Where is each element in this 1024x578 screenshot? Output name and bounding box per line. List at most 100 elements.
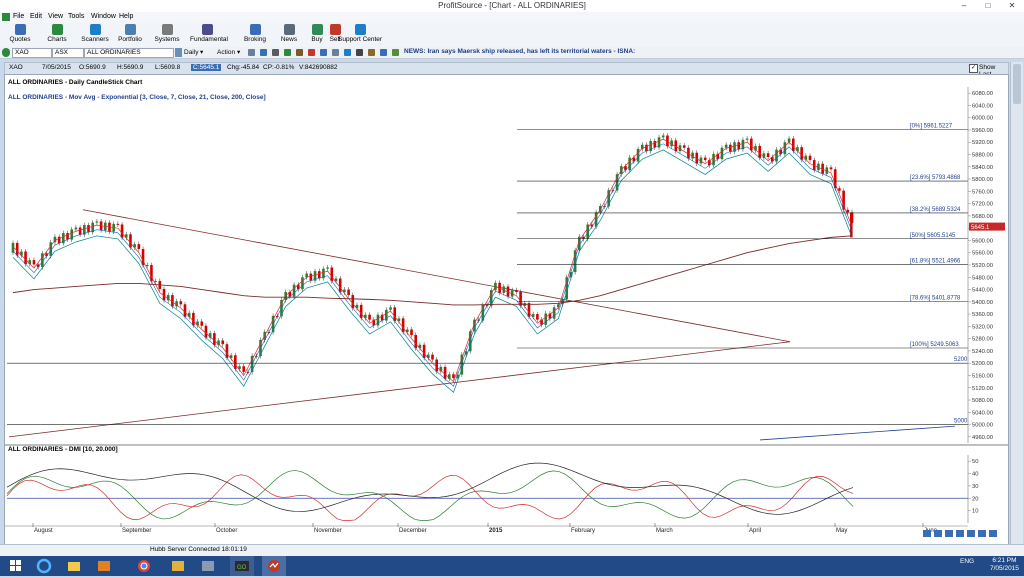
toolbar-systems-button[interactable]: Systems	[150, 24, 184, 46]
secbar-tool-icon-11[interactable]	[380, 49, 387, 56]
candle-body	[24, 251, 27, 265]
toolbar-scanners-button[interactable]: Scanners	[78, 24, 112, 46]
toolbar-support-center-button[interactable]: Support Center	[338, 24, 382, 46]
menu-window[interactable]: Window	[91, 13, 116, 20]
toolbar-portfolio-button[interactable]: Portfolio	[113, 24, 147, 46]
candle-body	[540, 319, 543, 325]
candle-body	[716, 153, 720, 160]
info-high: H:5690.9	[117, 64, 144, 71]
maximize-icon[interactable]: □	[985, 1, 991, 10]
candle-body	[116, 223, 120, 225]
candle-body	[439, 366, 443, 372]
secbar-tool-icon-3[interactable]	[284, 49, 291, 56]
language-indicator[interactable]: ENG	[960, 558, 975, 565]
month-label: February	[571, 528, 595, 534]
fib-level-label: [61.8%] 5521.4966	[910, 259, 961, 265]
candlestick-chart[interactable]: ALL ORDINARIES - Daily CandleStick Chart…	[5, 75, 1008, 545]
system-clock[interactable]: 6:21 PM 7/05/2015	[990, 557, 1019, 572]
close-icon[interactable]: ✕	[1008, 1, 1016, 10]
dmi-plus-line	[6, 470, 854, 521]
show-last-checkbox[interactable]: ✓	[969, 64, 978, 73]
candle-body	[162, 288, 166, 301]
info-open: O:5690.9	[79, 64, 106, 71]
secbar-tool-icon-10[interactable]	[368, 49, 375, 56]
toolbar-quotes-button[interactable]: Quotes	[3, 24, 37, 46]
secbar-tool-icon-7[interactable]	[332, 49, 339, 56]
media-icon[interactable]	[94, 556, 114, 576]
ie-icon[interactable]	[34, 556, 54, 576]
secbar-tool-icon-0[interactable]	[248, 49, 255, 56]
ema-7-line	[12, 143, 853, 387]
candle-body	[129, 234, 132, 248]
chart-app-taskbar-icon[interactable]	[262, 556, 286, 576]
menu-edit[interactable]: Edit	[30, 13, 43, 20]
app-icon-2[interactable]	[198, 556, 218, 576]
period-icon	[175, 48, 182, 57]
candle-body	[87, 225, 90, 233]
secbar-tool-icon-5[interactable]	[308, 49, 315, 56]
chart-panel[interactable]: ALL ORDINARIES - Daily CandleStick Chart…	[4, 74, 1009, 546]
price-tick-label: 6000.00	[972, 116, 993, 122]
candle-body	[120, 224, 124, 238]
toolbar-charts-button[interactable]: Charts	[40, 24, 74, 46]
portfolio-icon	[124, 24, 136, 35]
secbar-tool-icon-8[interactable]	[344, 49, 351, 56]
minimize-icon[interactable]: –	[961, 1, 967, 10]
start-button[interactable]	[4, 556, 28, 576]
profitsource-taskbar-icon[interactable]: GO	[230, 556, 254, 576]
toolbar-news-button[interactable]: News	[272, 24, 306, 46]
toolbar-label: Quotes	[9, 36, 31, 43]
menu-tools[interactable]: Tools	[68, 13, 85, 20]
candle-body	[452, 374, 455, 378]
candle-body	[447, 374, 451, 379]
secbar-tool-icon-4[interactable]	[296, 49, 303, 56]
candle-body	[531, 314, 535, 317]
secbar-tool-icon-9[interactable]	[356, 49, 363, 56]
secbar-tool-icon-2[interactable]	[272, 49, 279, 56]
security-name-field[interactable]: ALL ORDINARIES	[84, 48, 174, 58]
scrollbar-thumb[interactable]	[1013, 64, 1021, 104]
exchange-field[interactable]: ASX	[52, 48, 84, 58]
action-menu[interactable]: Action	[217, 49, 236, 56]
toolbar-label: Support Center	[338, 36, 383, 43]
menu-view[interactable]: View	[48, 13, 64, 20]
candle-body	[208, 333, 212, 338]
buy-icon	[311, 24, 323, 35]
candle-body	[133, 244, 136, 248]
toolbar-fundamental-button[interactable]: Fundamental	[190, 24, 228, 46]
toolbar-label: Broking	[243, 36, 267, 43]
action-dropdown-icon[interactable]: ▾	[237, 49, 241, 56]
month-label: September	[122, 528, 151, 534]
word-icon[interactable]	[168, 556, 188, 576]
candle-body	[317, 271, 321, 279]
candle-body	[200, 321, 204, 326]
toolbar-sell-button[interactable]: Sell	[318, 24, 352, 46]
price-tick-label: 5120.00	[972, 386, 993, 392]
secbar-tool-icon-6[interactable]	[320, 49, 327, 56]
period-select[interactable]: Daily	[184, 49, 199, 56]
menu-file[interactable]: File	[13, 13, 25, 20]
toolbar-label: Buy	[311, 36, 323, 43]
candle-body	[770, 156, 774, 162]
dmi-tick-label: 50	[972, 459, 978, 465]
symbol-input[interactable]: XAO	[12, 48, 52, 58]
candle-body	[95, 221, 99, 223]
chrome-icon[interactable]	[134, 556, 154, 576]
vertical-scrollbar[interactable]	[1010, 62, 1023, 544]
info-change-percent: CP:-0.81%	[263, 64, 295, 71]
secbar-tool-icon-12[interactable]	[392, 49, 399, 56]
toolbar-broking-button[interactable]: Broking	[238, 24, 272, 46]
price-tick-label: 5560.00	[972, 251, 993, 257]
symbol-link-icon[interactable]	[2, 48, 10, 57]
candle-body	[166, 295, 170, 301]
news-ticker[interactable]: NEWS: Iran says Maersk ship released, ha…	[404, 48, 636, 55]
candle-body	[846, 209, 850, 213]
candle-body	[804, 155, 808, 160]
descending-trendline	[82, 209, 791, 343]
menu-help[interactable]: Help	[119, 13, 134, 20]
price-tick-label: 6040.00	[972, 103, 993, 109]
period-dropdown-icon[interactable]: ▾	[200, 49, 204, 56]
secbar-tool-icon-1[interactable]	[260, 49, 267, 56]
explorer-icon[interactable]	[64, 556, 84, 576]
toolbar-buy-button[interactable]: Buy	[300, 24, 334, 46]
